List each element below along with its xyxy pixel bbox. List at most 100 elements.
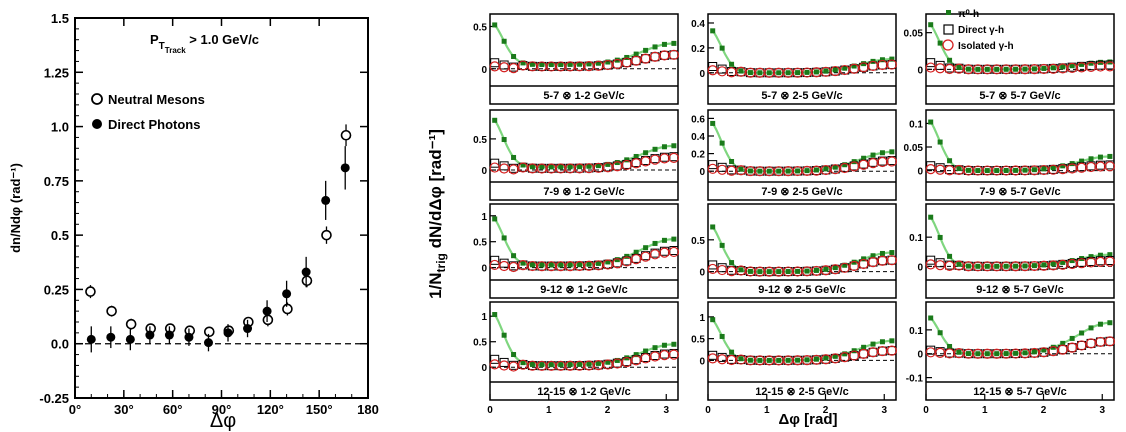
panel-ytick-label: 0.5	[691, 335, 705, 346]
pi0-h-point	[928, 315, 934, 321]
panel-ytick-label: 0.4	[691, 132, 705, 143]
pi0-h-point	[1013, 350, 1019, 356]
pi0-h-point	[975, 66, 981, 72]
left-ytick-label: -0.25	[39, 391, 69, 406]
isolated-gamma-h-point	[886, 345, 897, 356]
pi0-h-point	[994, 168, 1000, 174]
left-xtick-label: 120°	[257, 402, 284, 417]
legend-pi0-label: π⁰-h	[958, 9, 979, 20]
left-chart: -0.25 0.0 0.25 0.5 0.75 1.0 1.25 1.5 0° 30° 60° 90°…	[8, 11, 379, 432]
neutral-meson-point	[262, 314, 274, 326]
pi0-h-point	[511, 154, 517, 160]
direct-photon-point	[125, 334, 135, 344]
pi0-h-point	[956, 349, 962, 355]
panel-xtick-label: 3	[663, 405, 669, 416]
neutral-meson-point	[301, 275, 313, 287]
pi0-h-point	[861, 155, 867, 161]
annotation-rest: > 1.0 GeV/c	[186, 32, 259, 47]
panel-ytick-label: 0.5	[691, 236, 705, 247]
isolated-gamma-h-point	[621, 256, 632, 267]
pi0-h-point	[1041, 166, 1047, 172]
isolated-gamma-h-point	[1104, 336, 1115, 347]
pi0-h-point	[1022, 350, 1028, 356]
pi0-h-point	[889, 149, 895, 155]
pi0-h-point	[965, 167, 971, 173]
direct-photon-point	[223, 328, 233, 338]
panel-label: 7-9 ⊗ 2-5 GeV/c	[761, 186, 842, 198]
left-xlabel: Δφ	[210, 410, 236, 432]
legend-filled-circle	[92, 119, 102, 129]
panel-xtick-label: 2	[1041, 405, 1047, 416]
pi0-h-point	[757, 168, 763, 174]
pi0-h-point	[529, 262, 535, 268]
pi0-h-point	[577, 361, 583, 367]
pi0-h-point	[661, 41, 667, 47]
pi0-h-point	[1088, 254, 1094, 260]
isolated-gamma-h-point	[858, 62, 869, 73]
pi0-h-point	[823, 355, 829, 361]
pi0-h-point	[1022, 66, 1028, 72]
panel-frame	[707, 301, 897, 401]
pi0-h-point	[738, 68, 744, 74]
pi0-h-point	[928, 214, 934, 220]
isolated-gamma-h-point	[640, 251, 651, 262]
panel-xtick-label: 0	[487, 405, 493, 416]
pi0-h-point	[548, 62, 554, 68]
pi0-h-point	[633, 51, 639, 57]
pi0-h-point	[671, 40, 677, 46]
direct-photon-point	[282, 289, 292, 299]
left-xtick-label: 0°	[69, 402, 81, 417]
pi0-h-point	[1031, 263, 1037, 269]
isolated-gamma-h-point	[612, 161, 623, 172]
pi0-h-point	[851, 63, 857, 69]
pi0-h-point	[928, 119, 934, 125]
annotation-t: T	[159, 41, 165, 52]
pi0-h-point	[1079, 61, 1085, 67]
isolated-gamma-h-point	[668, 152, 679, 163]
left-ytick-label: 1.0	[51, 120, 69, 135]
panel-4: 7-9 ⊗ 1-2 GeV/c 0 0.5	[473, 109, 679, 201]
pi0-h-point	[643, 348, 649, 354]
isolated-gamma-h-point	[631, 355, 642, 366]
left-ytick-label: 1.25	[44, 65, 69, 80]
panel-ytick-label: 0.4	[691, 19, 705, 30]
pi0-h-point	[558, 362, 564, 368]
pi0-h-point	[595, 360, 601, 366]
neutral-meson-point	[340, 129, 352, 141]
panel-label: 7-9 ⊗ 1-2 GeV/c	[543, 186, 624, 198]
pi0-h-point	[719, 45, 725, 51]
panel-ytick-label: 0.1	[909, 326, 923, 337]
pi0-h-point	[870, 253, 876, 259]
pi0-h-point	[586, 61, 592, 67]
panel-ytick-label: -0.1	[906, 374, 924, 385]
pi0-h-point	[671, 341, 677, 347]
pi0-h-point	[558, 262, 564, 268]
isolated-gamma-h-point	[640, 156, 651, 167]
right-ylabel-rest: dN/dΔφ [rad⁻¹]	[426, 129, 445, 253]
pi0-h-point	[586, 163, 592, 169]
direct-photon-point	[145, 330, 155, 340]
legend-isolated-label: Isolated γ-h	[958, 41, 1014, 52]
pi0-h-point	[567, 164, 573, 170]
legend-direct-label: Direct γ-h	[958, 25, 1004, 36]
isolated-gamma-h-point	[858, 159, 869, 170]
pi0-h-point	[539, 362, 545, 368]
pi0-h-point	[577, 164, 583, 170]
pi0-h-point	[1079, 330, 1085, 336]
panel-11: 12-15 ⊗ 2-5 GeV/c 0 0.5 1 0 1 2 3	[691, 301, 897, 416]
pi0-h-point	[605, 59, 611, 65]
direct-gamma-h-point	[708, 260, 718, 270]
pi0-h-point	[492, 117, 498, 123]
pi0-h-point	[1069, 335, 1075, 341]
pi0-h-point	[614, 357, 620, 363]
pi0-h-point	[785, 70, 791, 76]
isolated-gamma-h-point	[1085, 338, 1097, 349]
pi0-h-point	[994, 66, 1000, 72]
right-ylabel: 1/Ntrig dN/dΔφ [rad⁻¹]	[426, 129, 448, 299]
pi0-h-point	[710, 317, 716, 323]
pi0-h-point	[633, 352, 639, 358]
panel-8: 9-12 ⊗ 2-5 GeV/c 0 0.5	[691, 203, 897, 299]
pi0-h-point	[661, 237, 667, 243]
isolated-gamma-h-point	[849, 350, 860, 361]
pi0-h-point	[577, 61, 583, 67]
